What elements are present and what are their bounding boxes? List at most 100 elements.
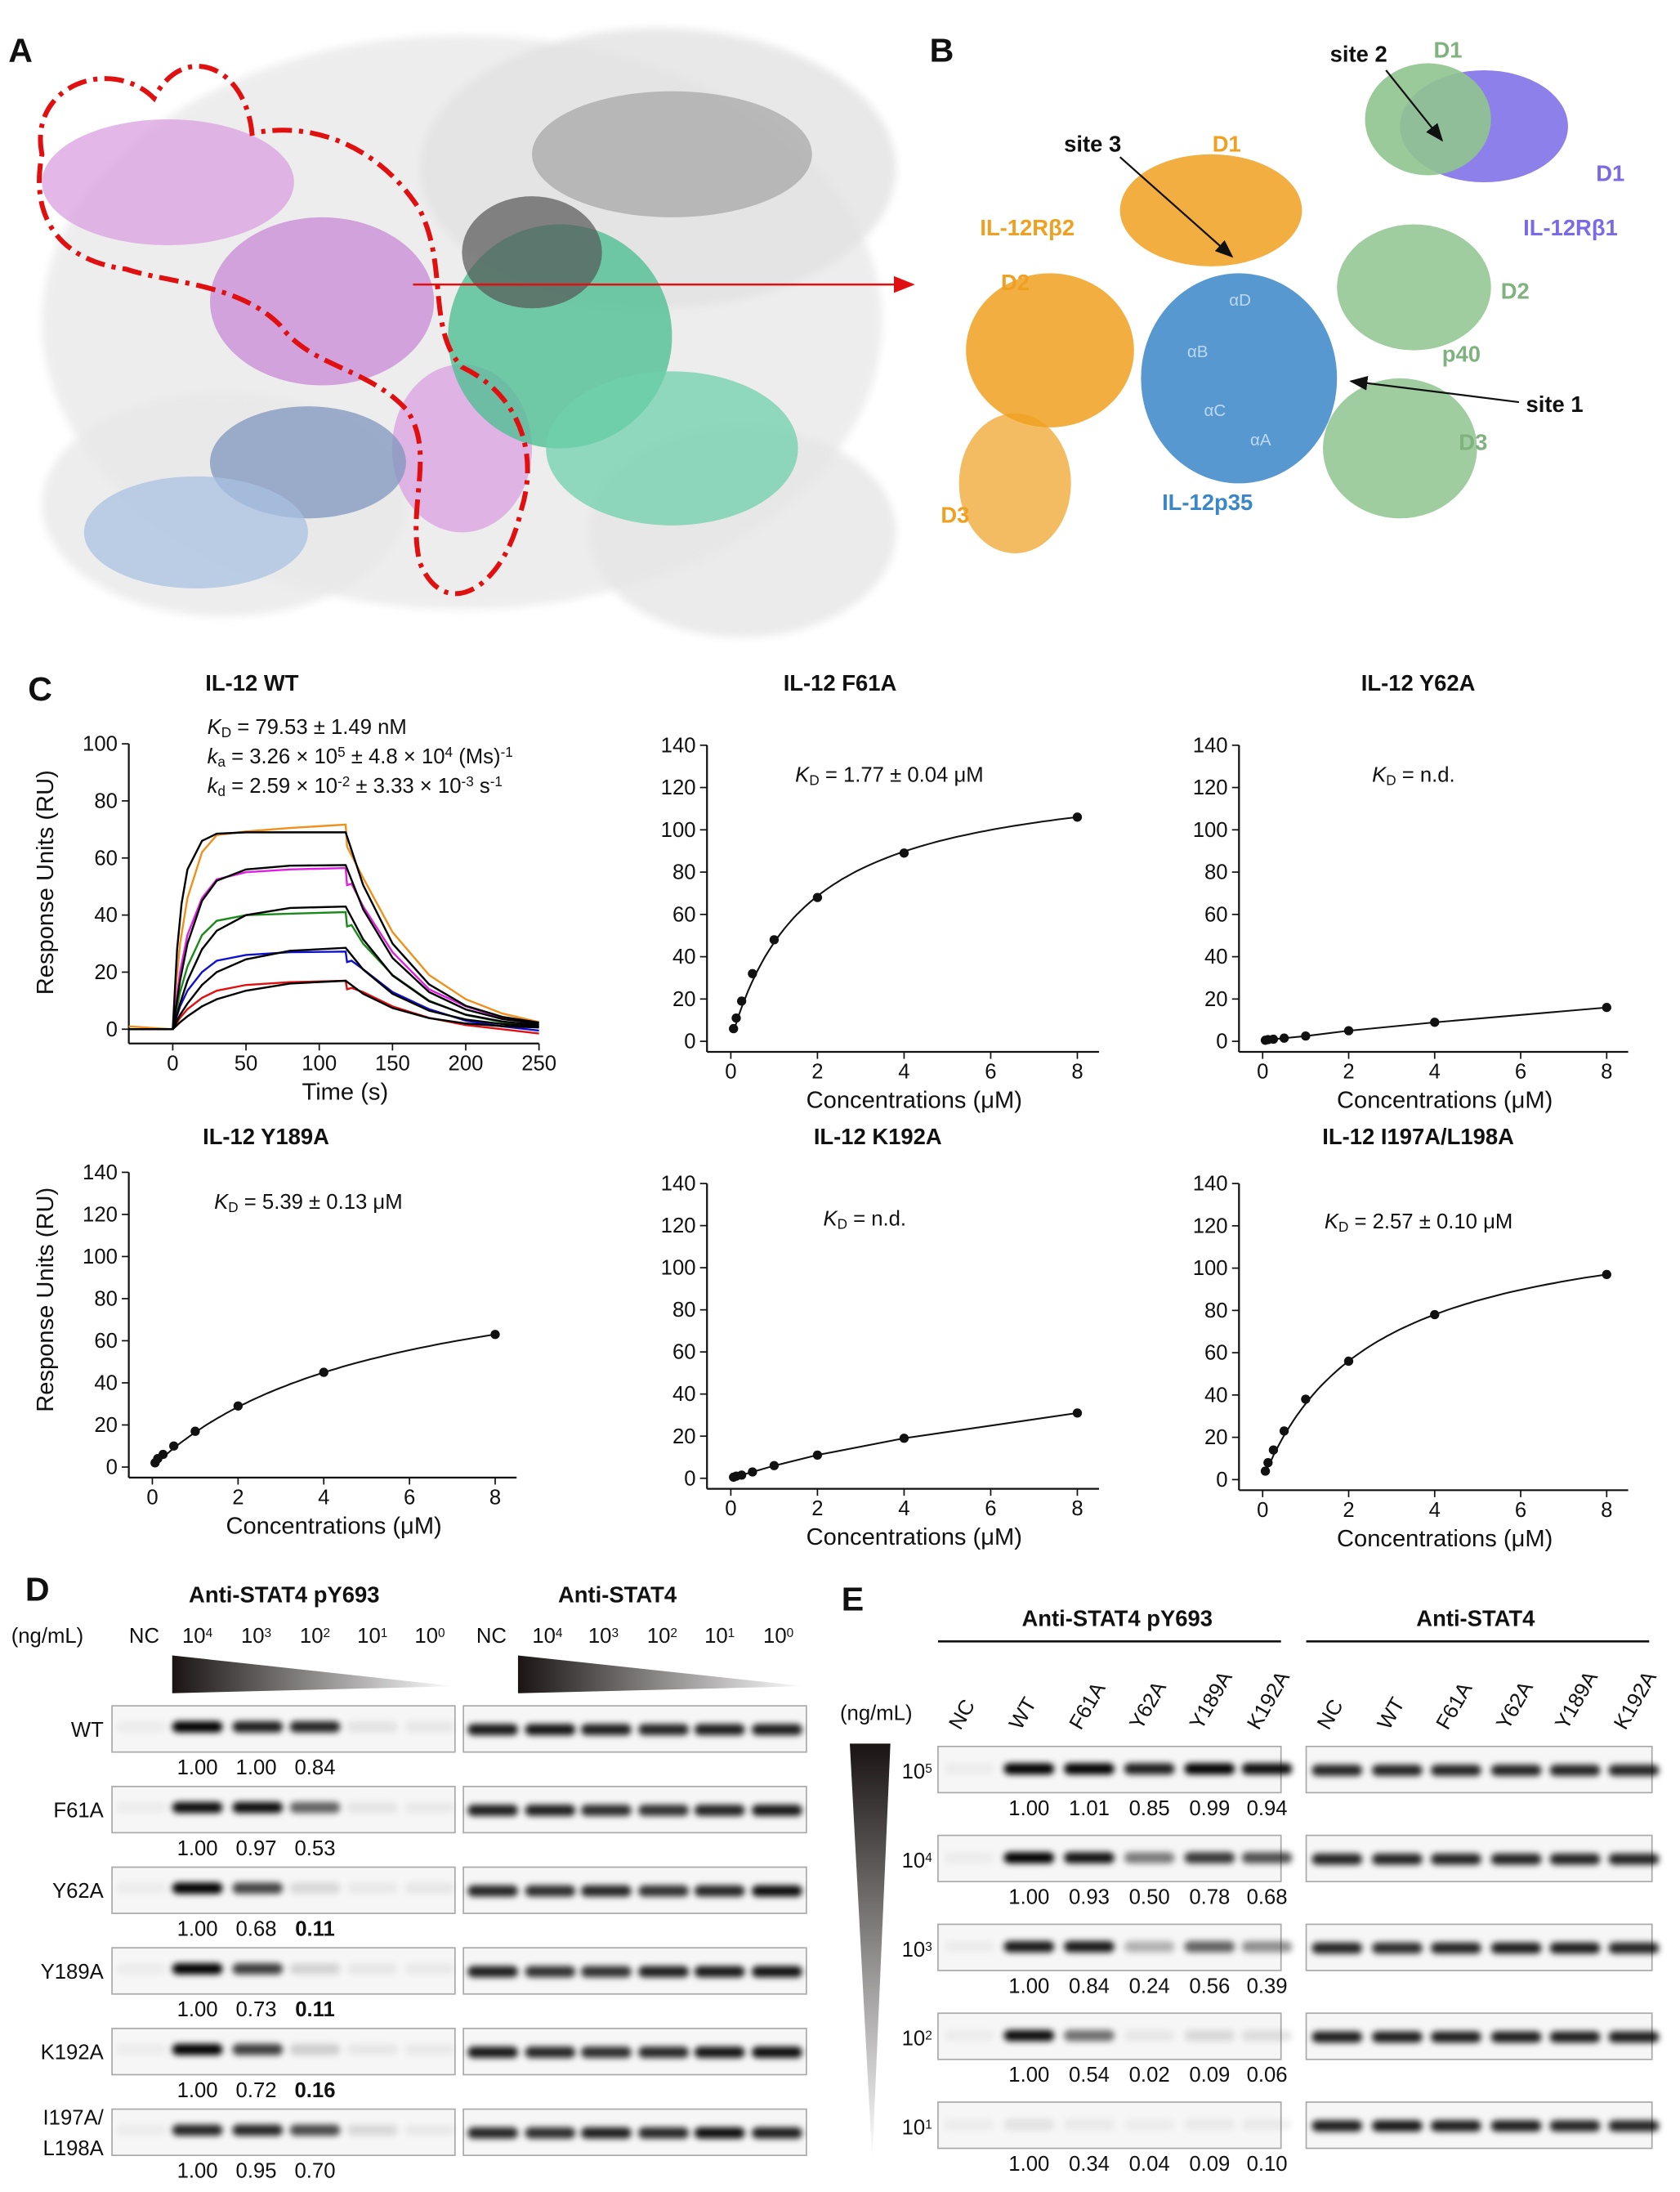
phospho-band	[289, 2043, 341, 2056]
row-label: L198A	[43, 2137, 105, 2160]
concentration-gradient-triangle	[517, 1655, 806, 1693]
column-label: K192A	[1610, 1666, 1661, 1733]
total-band	[694, 1885, 745, 1897]
y-axis-label: Response Units (RU)	[33, 770, 59, 995]
y-tick-label: 120	[1193, 776, 1228, 799]
total-band	[1490, 1853, 1542, 1865]
data-point	[748, 1467, 757, 1477]
total-band	[1431, 1765, 1481, 1776]
annotation-text: ka = 3.26 × 105 ± 4.8 × 104 (Ms)-1	[208, 744, 513, 770]
data-point	[1602, 1003, 1611, 1013]
column-label: NC	[1313, 1696, 1348, 1733]
data-point	[1343, 1356, 1354, 1367]
y-tick-label: 0	[684, 1031, 695, 1054]
annotation-segment: K	[208, 716, 223, 739]
helix-a-label: αA	[1250, 431, 1271, 450]
quantification-value: 0.34	[1069, 2153, 1110, 2176]
annotation-segment: = n.d.	[847, 1207, 906, 1230]
phospho-band	[1124, 1852, 1175, 1863]
data-point	[748, 969, 757, 978]
total-blot	[462, 2028, 807, 2076]
phospho-band	[1064, 2118, 1115, 2131]
rb1-d1-label: D1	[1596, 160, 1624, 186]
annotation-segment: ± 3.33 × 10	[350, 775, 461, 798]
x-tick-label: 2	[811, 1497, 823, 1520]
rb2-d2-label: D2	[1001, 270, 1030, 295]
data-point	[736, 996, 747, 1006]
x-tick-label: 0	[1257, 1499, 1268, 1522]
rb2-d1-label: D1	[1213, 131, 1241, 156]
phospho-blot	[111, 2028, 456, 2076]
x-tick-label: 2	[1343, 1061, 1354, 1084]
label-base: 10	[241, 1625, 265, 1648]
total-band	[694, 1805, 745, 1816]
quantification-value: 1.01	[1069, 1797, 1110, 1820]
phospho-band	[289, 1963, 341, 1975]
total-band	[467, 1805, 518, 1816]
total-blot	[462, 2108, 807, 2156]
x-tick-label: 0	[1257, 1061, 1268, 1084]
total-band	[1431, 1853, 1481, 1865]
phospho-band	[1064, 1940, 1115, 1953]
label-base: 10	[588, 1625, 612, 1648]
phospho-band	[404, 2043, 455, 2056]
phospho-band	[172, 2043, 223, 2056]
concentration-label: 100	[414, 1625, 445, 1648]
x-tick-label: 0	[146, 1486, 158, 1509]
y-tick-label: 140	[83, 1161, 118, 1184]
annotation-segment: -2	[337, 773, 350, 790]
phospho-band	[232, 1721, 284, 1733]
panel-label-d: D	[25, 1571, 50, 1608]
row-label: Y62A	[52, 1880, 105, 1903]
data-point	[1072, 1408, 1083, 1418]
chart-title: IL-12 K192A	[814, 1124, 942, 1149]
quantification-value: 0.97	[236, 1837, 277, 1860]
phospho-band	[404, 2124, 455, 2136]
label-base: 10	[532, 1625, 556, 1648]
blot-row: 105 1.00 1.01 0.85 0.99 0.94	[902, 1745, 1660, 1820]
quantification-value: 0.02	[1129, 2064, 1170, 2087]
total-band	[467, 1724, 518, 1736]
quantification-value: 0.68	[1247, 1886, 1288, 1909]
data-series-3	[128, 951, 539, 1032]
x-tick-label: 2	[811, 1061, 823, 1084]
chart-title: IL-12 I197A/L198A	[1322, 1124, 1514, 1149]
label-exponent: 3	[611, 1626, 619, 1640]
column-label: Y62A	[1492, 1677, 1538, 1733]
phospho-band	[346, 1882, 398, 1895]
quantification-value: 0.09	[1189, 2153, 1230, 2176]
quantification-value: 0.94	[1247, 1797, 1288, 1820]
total-band	[1608, 2031, 1660, 2043]
data-point	[1602, 1269, 1611, 1280]
total-band	[525, 2127, 576, 2139]
concentration-label: 102	[902, 2028, 932, 2051]
y-tick-label: 20	[94, 1414, 118, 1437]
total-band	[1608, 1853, 1660, 1865]
data-point	[190, 1426, 200, 1436]
concentration-label: 101	[704, 1625, 735, 1648]
concentration-label: 102	[647, 1625, 677, 1648]
phospho-band	[172, 1882, 223, 1895]
phospho-band	[1003, 2118, 1055, 2131]
data-point	[769, 935, 780, 945]
y-tick-label: 40	[1204, 946, 1228, 969]
fit-curve	[733, 1411, 1078, 1478]
annotation-text: KD = n.d.	[1372, 763, 1455, 788]
chart-title: IL-12 Y62A	[1361, 670, 1476, 696]
x-tick-label: 6	[1515, 1061, 1526, 1084]
helix-d-label: αD	[1229, 291, 1251, 310]
annotation-segment: d	[217, 783, 226, 799]
y-tick-label: 80	[672, 1299, 696, 1322]
phospho-band	[1003, 1852, 1055, 1863]
blot-row: I197A/L198A 1.00 0.95 0.70	[43, 2106, 807, 2183]
concentration-label: NC	[129, 1625, 159, 1648]
data-point	[1430, 1309, 1440, 1320]
x-tick-label: 4	[898, 1497, 909, 1520]
label-base: 10	[902, 2028, 926, 2051]
annotation-segment: k	[208, 745, 219, 768]
panel-b: B site 2 D1 site 3 D1 D1 IL-12Rβ2 IL-12R…	[930, 32, 1624, 554]
concentration-label: 105	[902, 1760, 932, 1783]
phospho-blot	[111, 1785, 456, 1834]
phospho-band	[1003, 1763, 1055, 1775]
panel-a: A	[8, 28, 915, 637]
